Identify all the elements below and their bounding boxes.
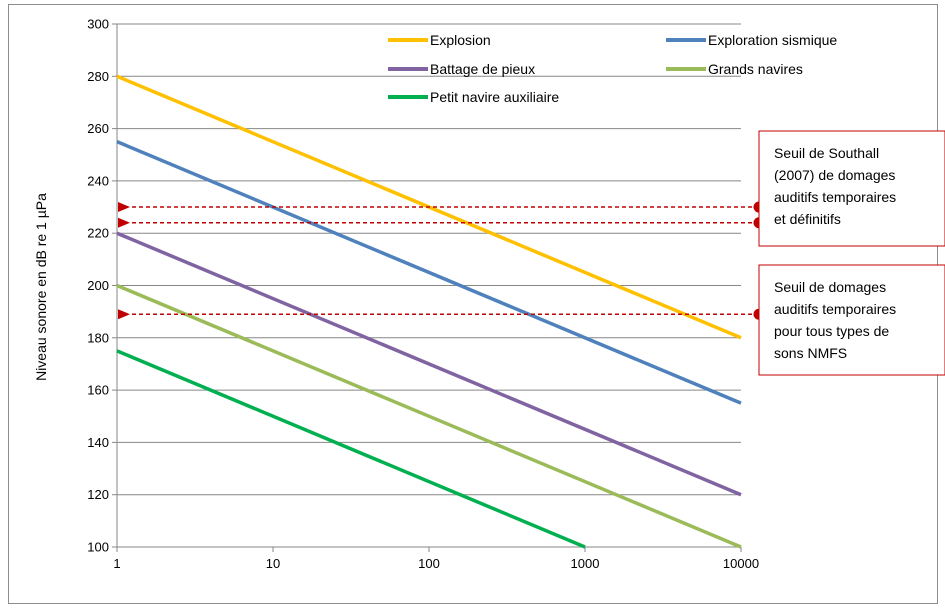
y-tick-label: 240 [87,173,109,188]
y-tick-label: 100 [87,540,109,555]
y-tick-label: 280 [87,69,109,84]
y-tick-label: 180 [87,330,109,345]
series-line-3 [116,283,742,549]
y-tick-label: 200 [87,278,109,293]
y-tick-label: 260 [87,121,109,136]
legend-label-4: Petit navire auxiliaire [430,89,559,105]
threshold-group [118,201,765,320]
annotation-box-1: Seuil de domages auditifs temporaires pour… [758,264,945,376]
annotation-text: Seuil de domages [774,279,886,295]
y-tick-label: 300 [87,17,109,32]
annotation-box-0: Seuil de Southall (2007) de domages auditi… [758,130,945,247]
grid [117,23,741,496]
y-tick-label: 120 [87,487,109,502]
annotation-text: auditifs temporaires [774,301,896,317]
y-tick-label: 140 [87,435,109,450]
legend-label-1: Exploration sismique [708,32,837,48]
x-tick-label: 10 [266,556,280,571]
series-line-1 [116,140,742,405]
series-line-2 [116,231,742,497]
annotation-border [758,130,945,247]
annotation-text: auditifs temporaires [774,189,896,205]
legend-label-2: Battage de pieux [430,61,535,77]
series-group [116,74,742,549]
annotation-text: et définitifs [774,211,841,227]
x-tick-label: 1000 [571,556,600,571]
y-tick-label: 220 [87,226,109,241]
legend-label-3: Grands navires [708,61,803,77]
annotation-text: sons NMFS [774,345,847,361]
annotation-group: Seuil de Southall (2007) de domages auditi… [758,130,945,376]
x-tick-label: 100 [418,556,440,571]
y-tick-label: 160 [87,383,109,398]
legend: Explosion Exploration sismique Battage de … [388,32,837,105]
annotation-text: (2007) de domages [774,167,895,183]
x-tick-label: 1 [113,556,120,571]
annotation-text: Seuil de Southall [774,145,879,161]
legend-label-0: Explosion [430,32,491,48]
axes: 100 120 140 160 180 200 220 240 260 280 300 1 10 100 1… [87,17,759,572]
annotation-border [758,264,945,376]
x-tick-label: 10000 [723,556,759,571]
series-line-4 [116,349,586,549]
y-axis-title: Niveau sonore en dB re 1 µPa [33,193,49,381]
annotation-text: pour tous types de [774,323,889,339]
